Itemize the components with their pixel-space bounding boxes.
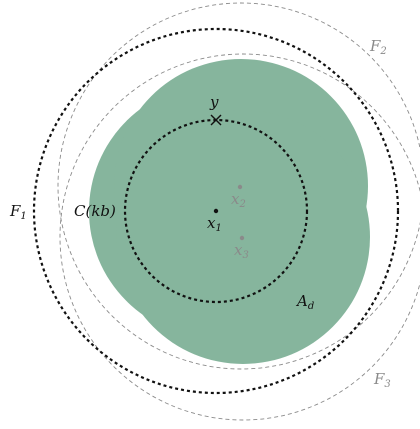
- label-f1-base: F: [9, 202, 21, 220]
- label-x2-base: x: [231, 190, 240, 208]
- label-f2-sub: 2: [379, 46, 386, 57]
- label-x3-sub: 3: [242, 250, 248, 261]
- point-x3: [239, 235, 245, 241]
- circle-f1: [32, 27, 400, 395]
- label-c-kb: C(kb): [74, 202, 116, 220]
- label-x1-sub: 1: [215, 223, 221, 234]
- point-x1: [213, 208, 219, 214]
- label-x1-base: x: [207, 214, 216, 232]
- label-x2-sub: 2: [238, 199, 245, 210]
- region-a-d: [89, 59, 370, 364]
- label-f3: F3: [373, 370, 391, 390]
- label-f2: F2: [369, 37, 387, 57]
- label-x3-base: x: [234, 241, 243, 259]
- label-a-d-sub: d: [308, 301, 314, 312]
- label-f1: F1: [9, 202, 27, 222]
- label-x2: x2: [231, 190, 246, 210]
- circle-f3: [59, 53, 420, 421]
- label-a-d-base: A: [295, 292, 308, 310]
- label-x3: x3: [234, 241, 249, 261]
- label-f3-base: F: [373, 370, 385, 388]
- point-x2: [237, 184, 243, 190]
- label-y: y: [209, 93, 219, 111]
- label-f1-sub: 1: [20, 211, 26, 222]
- label-f2-base: F: [369, 37, 381, 55]
- label-f3-sub: 3: [384, 379, 390, 390]
- cross-mark-icon: [210, 114, 222, 126]
- circle-f2: [57, 2, 420, 370]
- label-a-d: Ad: [295, 292, 314, 312]
- label-x1: x1: [207, 214, 222, 234]
